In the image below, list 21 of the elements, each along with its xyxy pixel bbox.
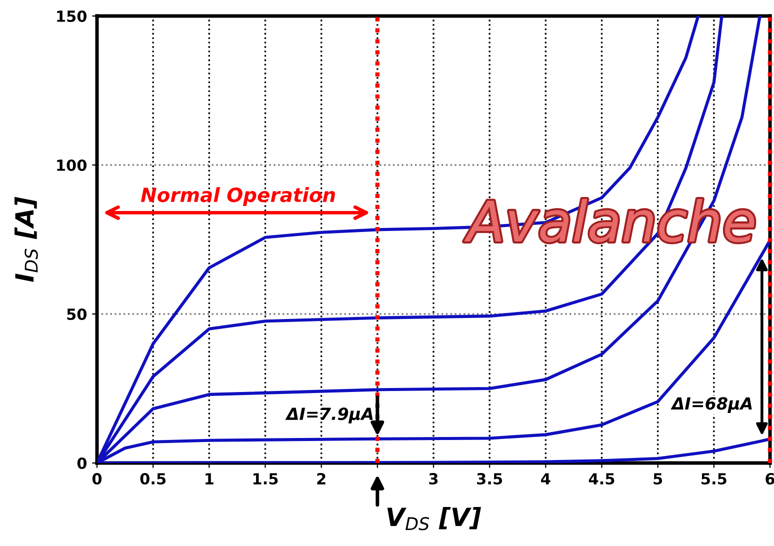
x-tick-label: 5.5	[702, 473, 726, 485]
y-axis-title: I$_{DS}$ [A]	[14, 196, 38, 282]
x-tick-label: 1	[206, 473, 214, 484]
y-tick-label: 50	[67, 308, 87, 320]
y-tick-label: 100	[57, 159, 87, 172]
x-tick-label: 0	[92, 472, 102, 485]
annotation: ΔI=68μA	[670, 397, 752, 413]
x-tick-label: 2	[317, 472, 326, 484]
annotation: Normal Operation	[140, 187, 335, 206]
x-tick-label: 5	[654, 473, 662, 485]
x-tick-label: 3	[429, 472, 438, 485]
x-tick-label: 1.5	[253, 473, 278, 485]
y-tick-label: 0	[77, 457, 87, 470]
x-tick-label: 0.5	[140, 472, 166, 485]
x-tick-label: 3.5	[477, 472, 502, 485]
y-tick-label: 150	[57, 10, 87, 22]
x-tick-label: 6	[766, 473, 774, 485]
x-axis-title: V$_{DS}$ [V]	[387, 506, 482, 530]
x-tick-label: 4	[541, 473, 550, 484]
x-tick-label: 4.5	[588, 473, 614, 485]
annotation: ΔI=7.9μA	[285, 408, 373, 424]
